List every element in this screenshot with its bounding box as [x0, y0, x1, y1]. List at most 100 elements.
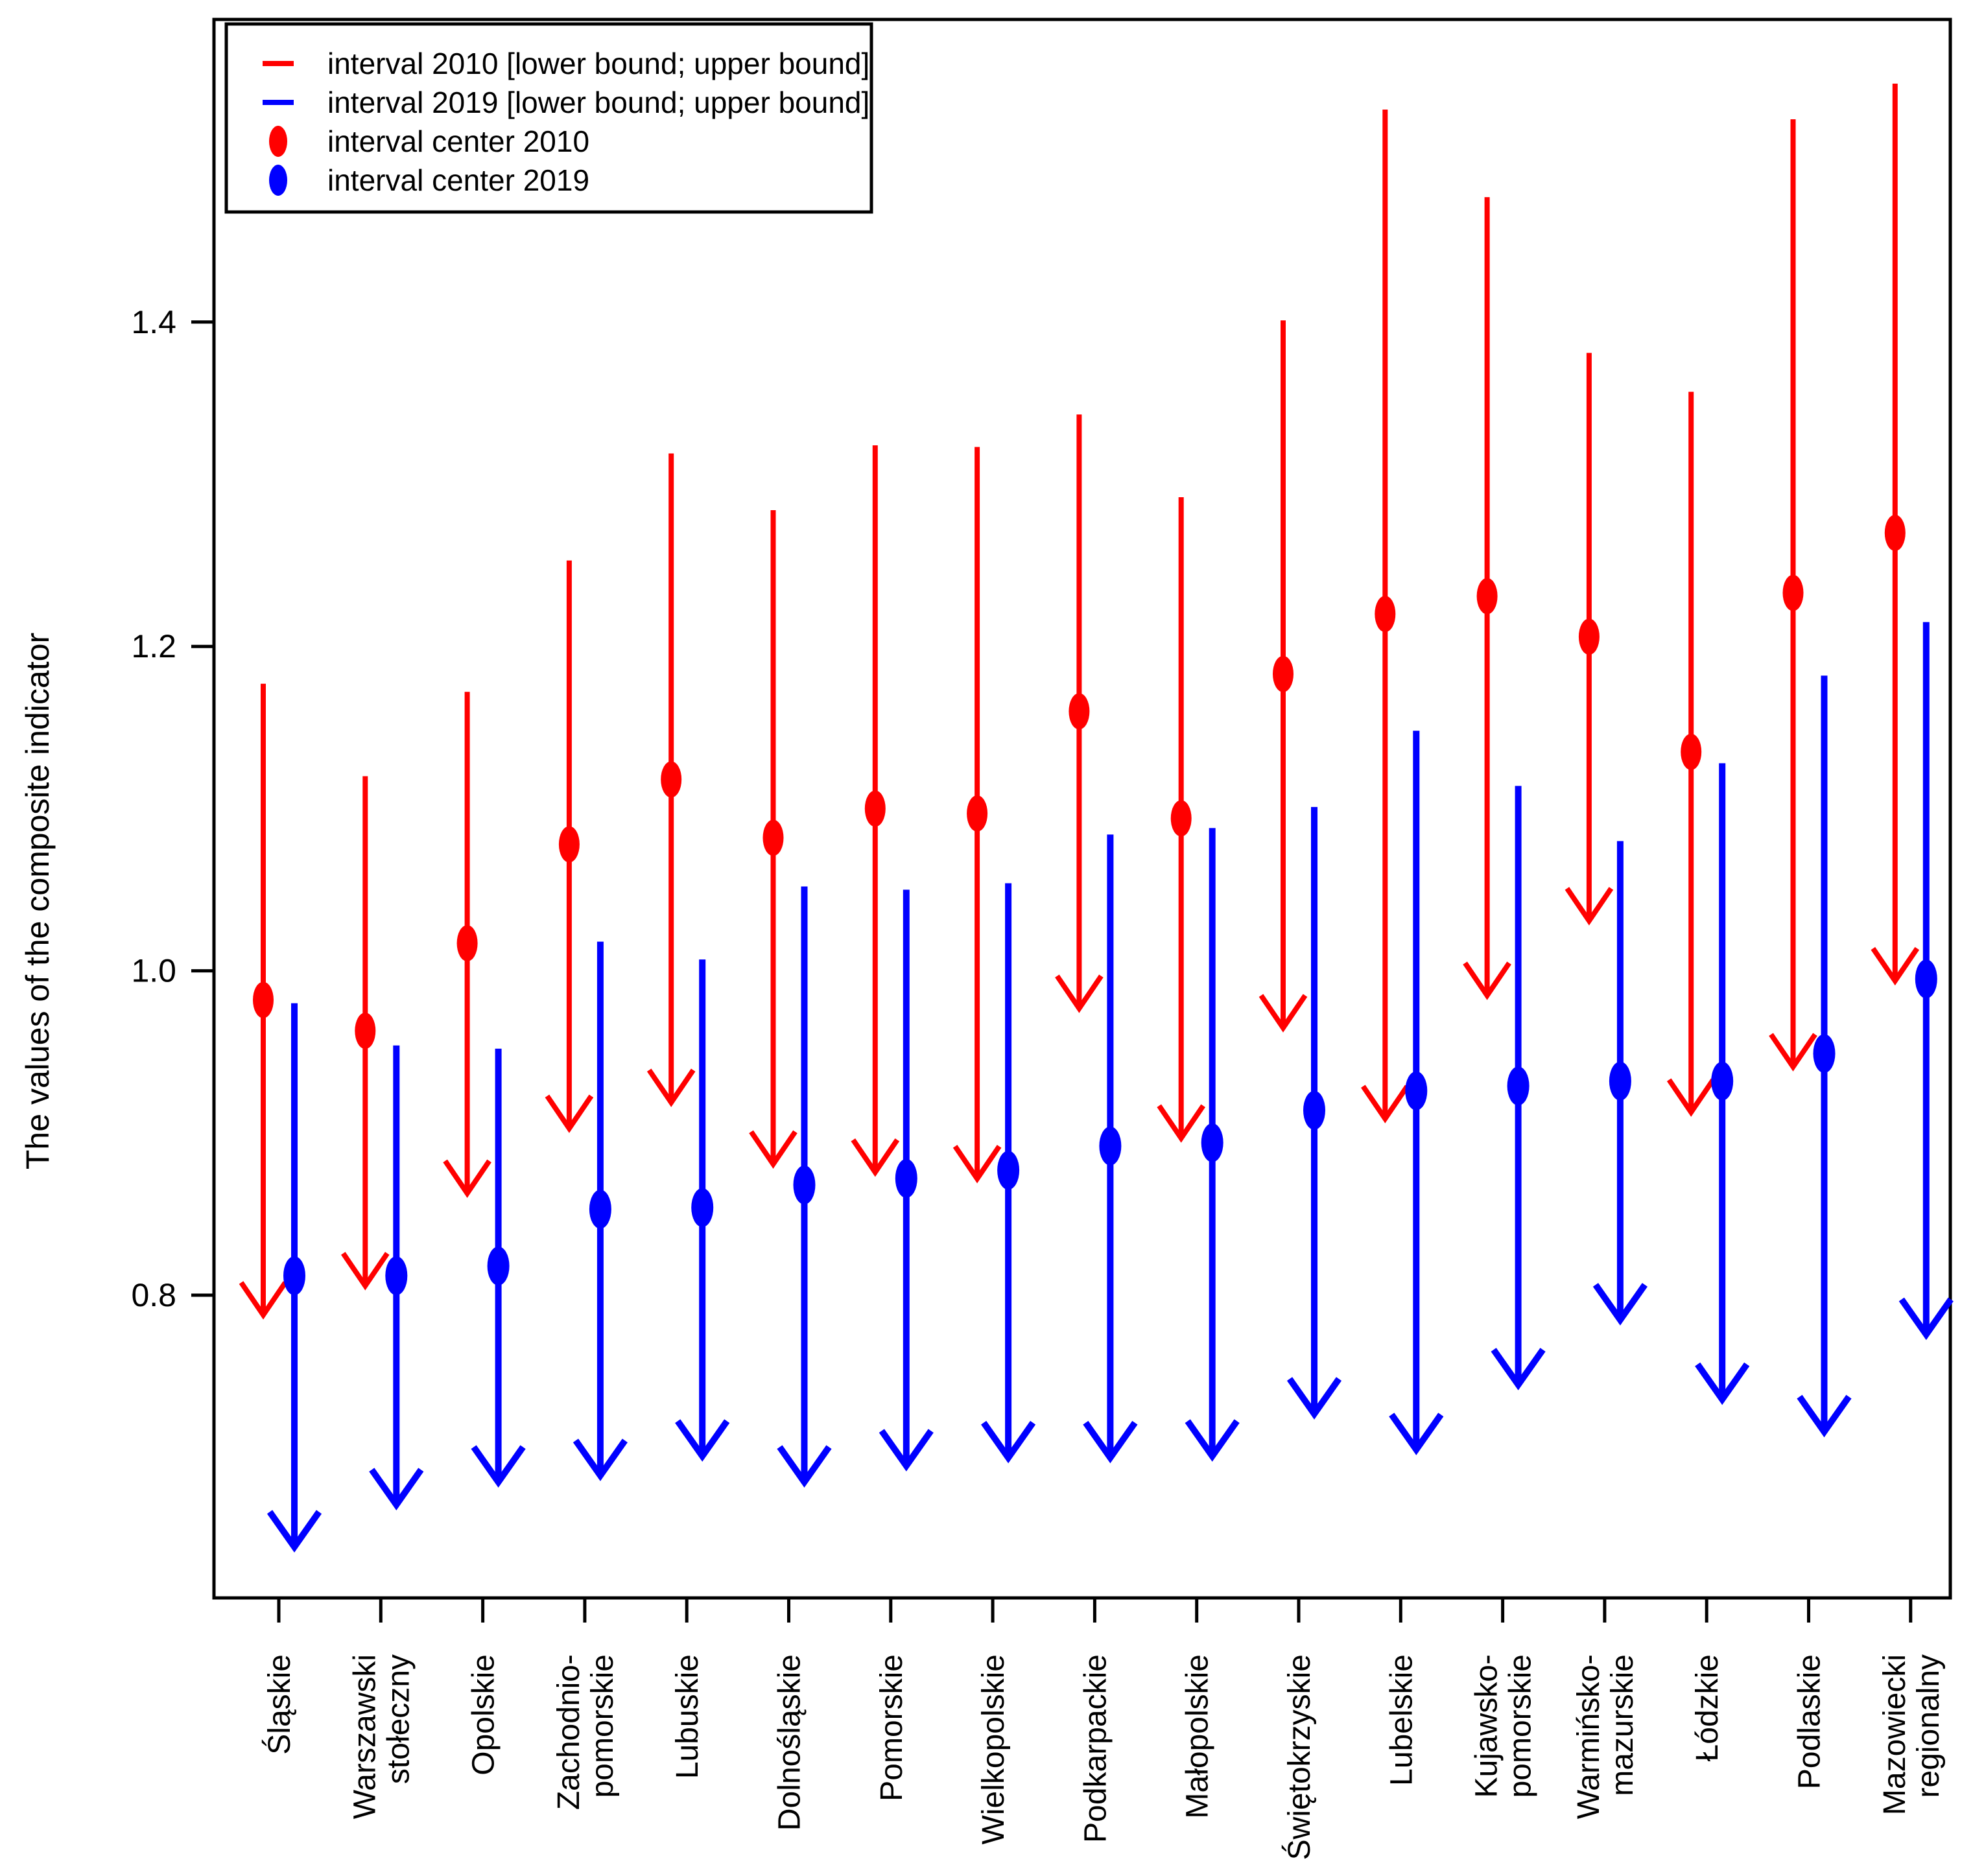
- arrowhead-2010-Zachodnio-pomorskie: [545, 1094, 594, 1133]
- interval-center-dot-2019-Lubuskie: [691, 1188, 714, 1227]
- arrowhead-2010-Świętokrzyskie: [1258, 994, 1308, 1033]
- y-tick-label: 1.4: [131, 304, 176, 340]
- x-category-label: Wielkopolskie: [976, 1654, 1011, 1844]
- arrowhead-2010-Kujawsko-: [1463, 961, 1511, 1000]
- interval-center-dot-2010-Zachodnio-pomorskie: [558, 826, 580, 863]
- arrowhead-2019-Śląskie: [266, 1510, 322, 1553]
- arrowhead-2010-Lubelskie: [1360, 1085, 1410, 1123]
- interval-center-dot-2019-Podkarpackie: [1099, 1126, 1122, 1166]
- legend-label: interval center 2010: [327, 124, 589, 158]
- arrowhead-2019-Lubuskie: [675, 1419, 730, 1462]
- x-category-label: stołeczny: [381, 1654, 416, 1784]
- arrowhead-2019-Małopolskie: [1185, 1419, 1240, 1462]
- arrowhead-2010-Podlaskie: [1769, 1033, 1817, 1072]
- x-category-label: Zachodnio-: [552, 1654, 586, 1810]
- x-category-label: pomorskie: [1504, 1654, 1538, 1798]
- y-tick-label: 1.0: [131, 953, 176, 989]
- interval-center-dot-2019-Wielkopolskie: [997, 1151, 1020, 1190]
- interval-center-dot-2010-Warmińsko-mazurskie: [1578, 618, 1600, 655]
- x-category-label: Dolnośląskie: [773, 1654, 807, 1831]
- interval-center-dot-2019-Zachodnio-pomorskie: [589, 1190, 611, 1229]
- arrowhead-2019-Warszawski stołeczny: [369, 1468, 424, 1510]
- arrowhead-2019-Podkarpackie: [1083, 1420, 1138, 1464]
- interval-center-dot-2019-Pomorskie: [895, 1158, 917, 1198]
- interval-center-dot-2019-Śląskie: [283, 1256, 305, 1295]
- x-category-label: mazurskie: [1605, 1654, 1640, 1796]
- arrowhead-2019-Zachodnio-pomorskie: [573, 1438, 628, 1481]
- interval-center-dot-2010-Dolnośląskie: [762, 819, 784, 856]
- arrowhead-2019-Świętokrzyskie: [1286, 1377, 1342, 1420]
- plot-box: [212, 18, 1952, 1600]
- interval-center-dot-2010-Lubuskie: [661, 761, 682, 798]
- interval-center-dot-2010-Podlaskie: [1782, 574, 1804, 611]
- arrowhead-2010-Warmińsko-mazurskie: [1565, 887, 1614, 926]
- arrowhead-2010-Lubuskie: [646, 1068, 696, 1107]
- arrowhead-2019-Kujawsko-: [1491, 1348, 1546, 1390]
- arrowhead-2010-Warszawski stołeczny: [340, 1252, 390, 1291]
- y-tick-label: 0.8: [131, 1277, 176, 1313]
- arrowhead-2010-Dolnośląskie: [749, 1130, 797, 1169]
- arrowhead-2019-Podlaskie: [1797, 1394, 1852, 1438]
- arrowhead-2010-Pomorskie: [851, 1138, 900, 1177]
- x-category-label: Świętokrzyskie: [1281, 1654, 1317, 1860]
- legend-label: interval 2010 [lower bound; upper bound]: [327, 47, 869, 80]
- interval-center-dot-2010-Śląskie: [253, 981, 274, 1018]
- arrowhead-2019-Dolnośląskie: [777, 1445, 832, 1488]
- arrowhead-2010-Małopolskie: [1157, 1104, 1206, 1143]
- arrowhead-2019-Lubelskie: [1389, 1413, 1444, 1455]
- y-axis-title: The values of the composite indicator: [19, 633, 56, 1169]
- arrowhead-2019-Opolskie: [471, 1445, 526, 1488]
- x-category-label: Podkarpackie: [1078, 1654, 1113, 1843]
- x-category-label: Kujawsko-: [1470, 1654, 1504, 1798]
- interval-center-dot-2019-Małopolskie: [1201, 1123, 1223, 1162]
- interval-center-dot-2010-Opolskie: [456, 925, 478, 962]
- interval-center-dot-2019-Warmińsko-mazurskie: [1609, 1061, 1631, 1101]
- interval-center-dot-2019-Kujawsko-: [1507, 1066, 1530, 1106]
- interval-center-dot-2010-Podkarpackie: [1069, 693, 1090, 730]
- interval-center-dot-2010-Kujawsko-: [1476, 578, 1498, 615]
- x-category-label: Warszawski: [348, 1654, 382, 1819]
- x-category-label: pomorskie: [585, 1654, 620, 1798]
- interval-center-dot-2010-Pomorskie: [864, 790, 886, 827]
- interval-center-dot-2010-Lubelskie: [1375, 596, 1396, 633]
- arrowhead-2019-Wielkopolskie: [981, 1420, 1036, 1464]
- interval-center-dot-2019-Dolnośląskie: [793, 1165, 816, 1204]
- interval-center-dot-2010-Warszawski stołeczny: [355, 1013, 376, 1049]
- interval-center-dot-2019-Łódzkie: [1711, 1061, 1734, 1101]
- arrowhead-2019-Warmińsko-mazurskie: [1592, 1283, 1648, 1326]
- x-category-label: Lubuskie: [670, 1654, 705, 1779]
- y-tick-label: 1.2: [131, 628, 176, 664]
- arrowhead-2019-Pomorskie: [879, 1429, 934, 1471]
- interval-center-dot-2010-Mazowiecki regionalny: [1884, 515, 1906, 552]
- x-category-label: regionalny: [1911, 1654, 1946, 1798]
- interval-center-dot-2010-Łódzkie: [1681, 733, 1702, 770]
- legend-box: [224, 22, 873, 214]
- legend-label: interval 2019 [lower bound; upper bound]: [327, 86, 869, 119]
- interval-center-dot-2010-Małopolskie: [1170, 800, 1192, 837]
- x-category-label: Małopolskie: [1181, 1654, 1215, 1818]
- x-category-label: Warmińsko-: [1572, 1654, 1606, 1819]
- x-category-label: Łódzkie: [1690, 1654, 1725, 1761]
- arrowhead-2010-Opolskie: [443, 1159, 491, 1198]
- legend-dot-marker: [269, 126, 287, 157]
- arrowhead-2019-Mazowiecki regionalny: [1898, 1297, 1954, 1341]
- interval-center-dot-2019-Lubelskie: [1405, 1071, 1428, 1110]
- interval-center-dot-2019-Podlaskie: [1813, 1034, 1836, 1073]
- x-category-label: Lubelskie: [1384, 1654, 1419, 1786]
- x-category-label: Mazowiecki: [1878, 1654, 1912, 1815]
- interval-center-dot-2019-Świętokrzyskie: [1303, 1090, 1325, 1130]
- x-category-label: Pomorskie: [875, 1654, 909, 1801]
- interval-center-dot-2019-Opolskie: [487, 1246, 510, 1285]
- arrowhead-2010-Śląskie: [239, 1281, 288, 1320]
- x-category-label: Śląskie: [261, 1654, 297, 1755]
- interval-center-dot-2010-Wielkopolskie: [967, 795, 988, 832]
- interval-center-dot-2019-Warszawski stołeczny: [385, 1256, 408, 1295]
- arrowhead-2010-Wielkopolskie: [952, 1145, 1002, 1184]
- interval-center-dot-2019-Mazowiecki regionalny: [1915, 959, 1937, 999]
- legend-label: interval center 2019: [327, 163, 589, 197]
- arrowhead-2010-Łódzkie: [1666, 1078, 1716, 1117]
- x-category-label: Opolskie: [467, 1654, 501, 1776]
- x-category-label: Podlaskie: [1793, 1654, 1827, 1789]
